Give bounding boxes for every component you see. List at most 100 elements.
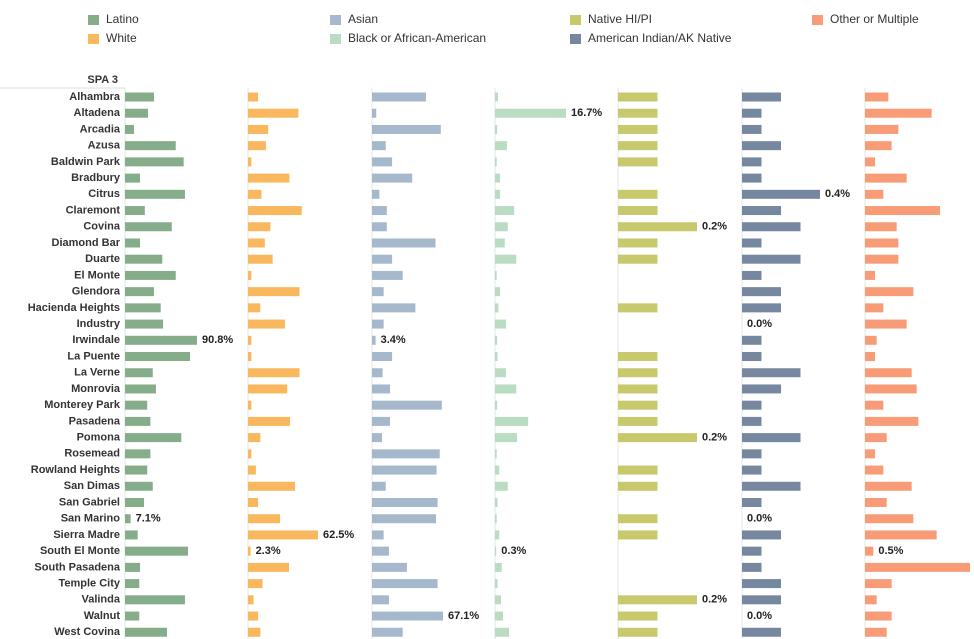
bar (865, 319, 907, 329)
value-label: 0.2% (702, 594, 727, 606)
bar (865, 206, 940, 216)
bar (495, 157, 497, 167)
bar (248, 141, 266, 151)
bar (865, 562, 970, 572)
bar (248, 465, 256, 475)
legend-swatch (88, 15, 99, 25)
bar (248, 530, 318, 540)
bar (618, 124, 658, 134)
bar (742, 189, 820, 199)
bar (742, 287, 781, 297)
bar (618, 157, 658, 167)
bar (618, 514, 658, 524)
bar (248, 108, 299, 118)
bar (248, 514, 281, 524)
bar (372, 384, 390, 394)
bar (742, 303, 781, 313)
bar (742, 141, 781, 151)
bar (372, 546, 389, 556)
bar (248, 611, 259, 621)
bar (742, 108, 762, 118)
bar (865, 108, 932, 118)
bar (125, 303, 161, 313)
bar (865, 449, 875, 459)
bar (125, 595, 185, 605)
bar (125, 400, 148, 410)
bar (372, 611, 443, 621)
row-label: South El Monte (40, 545, 120, 557)
bar (125, 108, 148, 118)
bar (248, 416, 290, 426)
bar (865, 498, 887, 507)
row-label: Sierra Madre (53, 529, 120, 541)
bar (125, 157, 184, 167)
row-label: El Monte (74, 269, 120, 281)
bar (495, 530, 500, 540)
bar (125, 287, 154, 297)
bar (248, 352, 252, 362)
row-label: Covina (83, 221, 121, 233)
bar (248, 222, 271, 232)
row-label: San Gabriel (59, 496, 120, 508)
bar (125, 514, 131, 524)
header: SPA 3 (87, 74, 118, 86)
bar (742, 368, 801, 378)
bar (742, 335, 762, 345)
bar (742, 579, 781, 589)
bar (372, 141, 386, 151)
legend-label: White (106, 31, 137, 45)
bar (742, 595, 781, 605)
bar (618, 141, 658, 151)
bar (248, 449, 252, 459)
bar (742, 254, 801, 264)
bar (618, 206, 658, 216)
bar (125, 530, 138, 540)
bar (248, 173, 290, 183)
bar (248, 579, 263, 589)
row-label: Claremont (66, 204, 121, 216)
bar (865, 595, 877, 605)
bar (618, 254, 658, 264)
bar (372, 124, 441, 134)
bar (865, 546, 874, 556)
bar (125, 270, 176, 280)
row-label: Pomona (77, 432, 121, 444)
bar (495, 498, 498, 507)
legend-swatch (330, 15, 341, 25)
bar (618, 627, 658, 637)
bar (865, 238, 899, 248)
bar (372, 92, 426, 102)
bar (618, 530, 658, 540)
bar (372, 627, 403, 637)
bar (618, 368, 658, 378)
bar (742, 546, 762, 556)
bar (372, 303, 416, 313)
bar (372, 449, 440, 459)
bar (125, 368, 153, 378)
row-label: Valinda (81, 594, 120, 606)
row-label: Bradbury (71, 172, 121, 184)
bar (865, 189, 884, 199)
bar (372, 352, 393, 362)
bar (248, 206, 302, 216)
bar (742, 530, 781, 540)
legend-label: Other or Multiple (830, 12, 919, 26)
bar (742, 92, 781, 102)
bar (865, 270, 875, 280)
bar (495, 189, 501, 199)
value-label: 67.1% (448, 610, 479, 622)
bar (248, 157, 252, 167)
bar (495, 173, 501, 183)
row-label: Alhambra (69, 91, 121, 103)
row-label: Altadena (74, 107, 121, 119)
bar (372, 108, 377, 118)
row-label: South Pasadena (34, 561, 120, 573)
bar (495, 254, 517, 264)
bar (742, 238, 762, 248)
bar (742, 124, 762, 134)
value-label: 2.3% (256, 545, 281, 557)
bar (248, 92, 259, 102)
row-label: West Covina (54, 626, 121, 638)
bar (618, 108, 658, 118)
bar (865, 157, 875, 167)
